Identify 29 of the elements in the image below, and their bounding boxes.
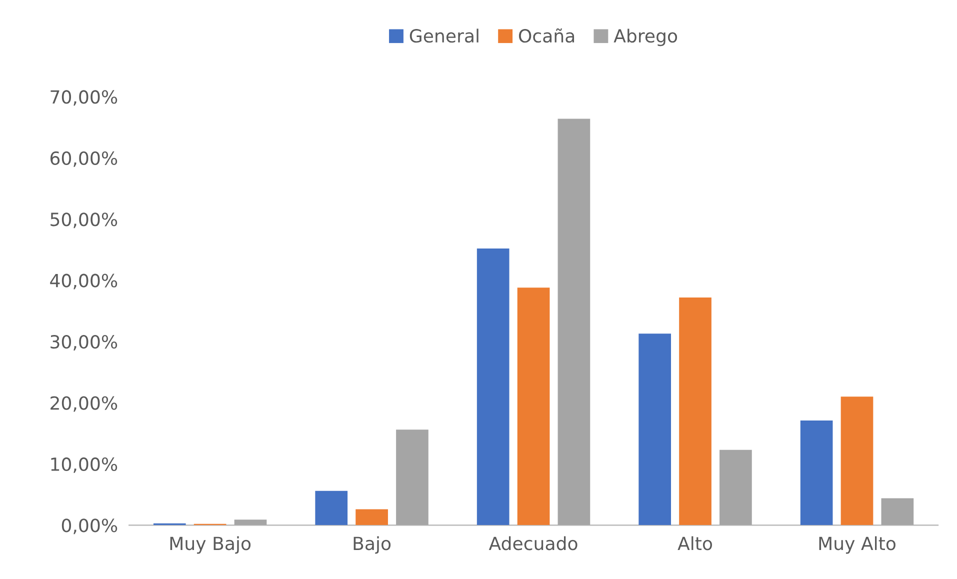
- y-tick-label: 60,00%: [50, 151, 118, 167]
- bar: [476, 248, 510, 526]
- bar: [800, 420, 833, 526]
- bar: [234, 520, 267, 526]
- x-tick-label: Adecuado: [488, 536, 578, 550]
- bar: [720, 450, 752, 526]
- bar: [881, 498, 914, 526]
- bar: [517, 288, 550, 526]
- bar: [315, 490, 348, 526]
- legend-label: General: [410, 28, 478, 43]
- y-tick-label: 10,00%: [51, 457, 118, 473]
- bar: [396, 430, 428, 526]
- bar: [356, 509, 388, 526]
- bar: [840, 396, 874, 526]
- bar: [679, 297, 712, 526]
- x-tick-label: Muy Alto: [819, 536, 896, 554]
- y-tick-label: 70,00%: [50, 90, 118, 106]
- y-tick-label: 30,00%: [50, 334, 118, 350]
- bar: [558, 118, 590, 526]
- y-tick-label: 0,00%: [62, 518, 118, 534]
- y-tick-label: 40,00%: [50, 274, 118, 290]
- legend-label: Ocaña: [518, 28, 574, 43]
- y-tick-label: 20,00%: [50, 396, 118, 412]
- x-tick-label: Muy Bajo: [170, 536, 251, 554]
- y-tick-label: 50,00%: [50, 212, 118, 228]
- x-tick-label: Alto: [678, 536, 712, 550]
- bar: [638, 334, 671, 526]
- x-tick-label: Bajo: [354, 536, 391, 554]
- legend-label: Abrego: [614, 28, 678, 46]
